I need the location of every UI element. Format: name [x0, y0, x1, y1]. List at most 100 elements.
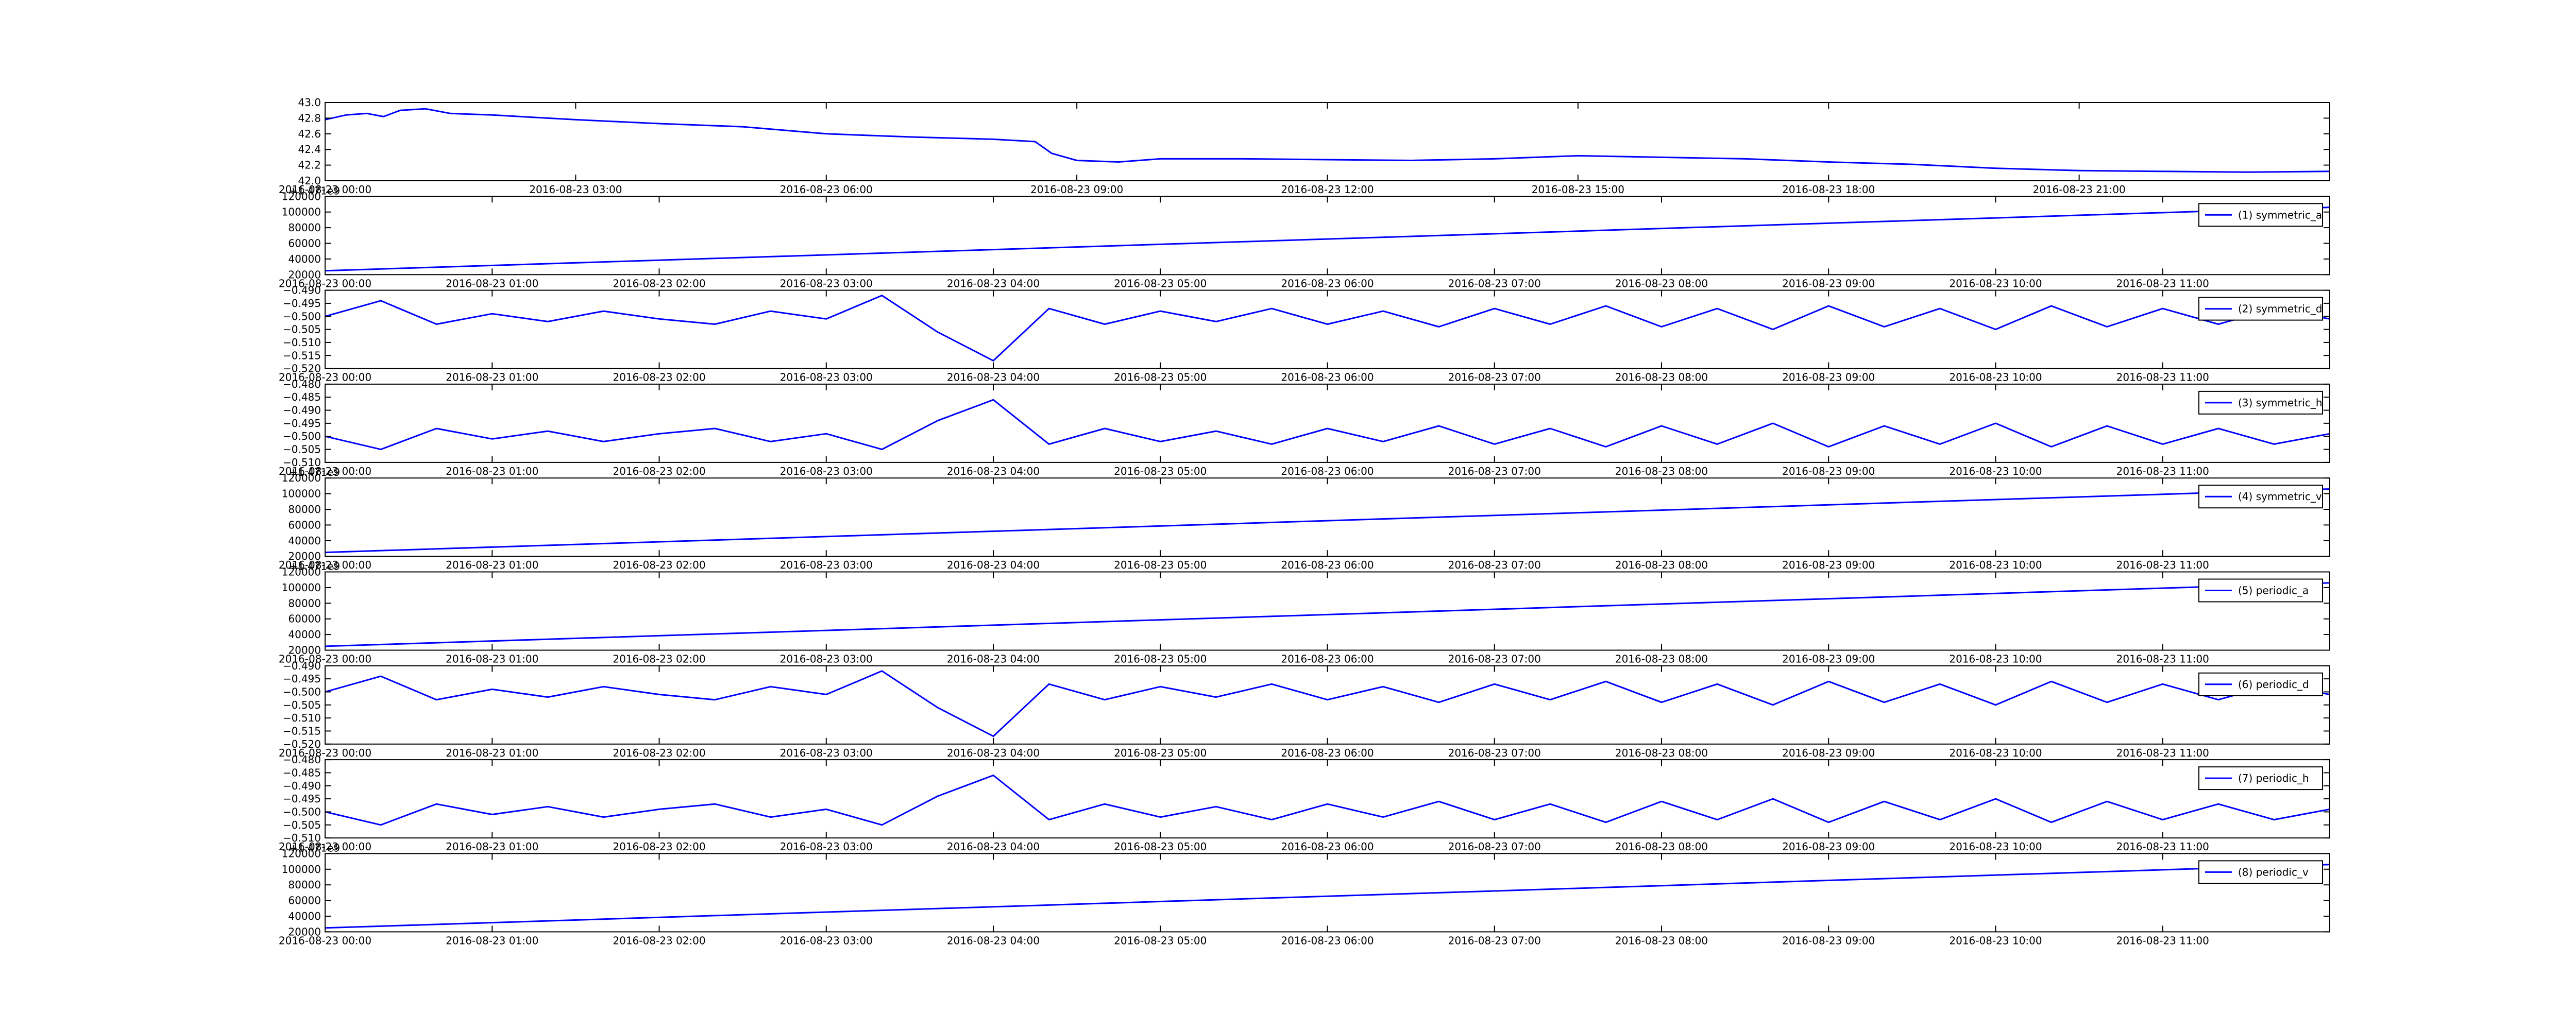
y-tick-label: −0.490 — [283, 284, 321, 297]
x-tick-label: 2016-08-23 01:00 — [446, 277, 538, 289]
x-tick-label: 2016-08-23 06:00 — [1281, 371, 1374, 384]
x-tick-label: 2016-08-23 05:00 — [1114, 371, 1207, 384]
x-tick-label: 2016-08-23 03:00 — [780, 371, 873, 384]
data-line — [325, 864, 2330, 929]
y-tick-label: −0.480 — [283, 753, 321, 766]
x-tick-label: 2016-08-23 11:00 — [2116, 840, 2209, 853]
x-tick-label: 2016-08-23 18:00 — [1782, 183, 1875, 196]
data-line — [325, 488, 2330, 554]
y-tick-label: 40000 — [288, 253, 321, 265]
x-tick-label: 2016-08-23 10:00 — [1949, 371, 2042, 384]
x-tick-label: 2016-08-23 10:00 — [1949, 934, 2042, 947]
y-tick-label: 120000 — [282, 472, 321, 484]
x-tick-label: 2016-08-23 01:00 — [446, 465, 538, 477]
x-tick-label: 2016-08-23 11:00 — [2116, 371, 2209, 384]
y-tick-label: −0.505 — [283, 699, 321, 711]
y-tick-label: 100000 — [282, 206, 321, 218]
x-tick-label: 2016-08-23 03:00 — [780, 747, 873, 759]
x-tick-label: 2016-08-23 05:00 — [1114, 934, 1207, 947]
x-tick-label: 2016-08-23 09:00 — [1782, 653, 1875, 665]
y-tick-label: 60000 — [288, 895, 321, 907]
x-tick-label: 2016-08-23 11:00 — [2116, 934, 2209, 947]
data-line — [325, 775, 2330, 826]
x-tick-label: 2016-08-23 03:00 — [780, 465, 873, 477]
x-tick-label: 2016-08-23 15:00 — [1532, 183, 1624, 196]
y-tick-label: 43.0 — [298, 96, 321, 109]
x-tick-label: 2016-08-23 00:00 — [279, 465, 371, 477]
x-tick-label: 2016-08-23 04:00 — [947, 277, 1040, 289]
x-tick-label: 2016-08-23 02:00 — [613, 277, 705, 289]
x-tick-label: 2016-08-23 00:00 — [279, 277, 371, 289]
y-tick-label: −0.490 — [283, 780, 321, 792]
x-tick-label: 2016-08-23 07:00 — [1448, 653, 1541, 665]
x-tick-label: 2016-08-23 07:00 — [1448, 747, 1541, 759]
x-tick-label: 2016-08-23 00:00 — [279, 653, 371, 665]
x-tick-label: 2016-08-23 02:00 — [613, 747, 705, 759]
x-tick-label: 2016-08-23 09:00 — [1782, 934, 1875, 947]
x-tick-label: 2016-08-23 01:00 — [446, 747, 538, 759]
x-tick-label: 2016-08-23 06:00 — [1281, 653, 1374, 665]
x-tick-label: 2016-08-23 08:00 — [1615, 747, 1708, 759]
legend-label: (8) periodic_v — [2238, 866, 2309, 878]
y-tick-label: 20000 — [288, 550, 321, 562]
x-tick-label: 2016-08-23 03:00 — [780, 559, 873, 571]
y-tick-label: 80000 — [288, 879, 321, 891]
x-tick-label: 2016-08-23 02:00 — [613, 840, 705, 853]
x-tick-label: 2016-08-23 01:00 — [446, 371, 538, 384]
x-tick-label: 2016-08-23 00:00 — [279, 559, 371, 571]
y-tick-label: −0.485 — [283, 766, 321, 779]
x-tick-label: 2016-08-23 03:00 — [780, 934, 873, 947]
x-tick-label: 2016-08-23 09:00 — [1030, 183, 1123, 196]
x-tick-label: 2016-08-23 09:00 — [1782, 371, 1875, 384]
x-tick-label: 2016-08-23 04:00 — [947, 559, 1040, 571]
x-tick-label: 2016-08-23 06:00 — [1281, 559, 1374, 571]
y-tick-label: −0.520 — [283, 363, 321, 375]
x-tick-label: 2016-08-23 05:00 — [1114, 277, 1207, 289]
x-tick-label: 2016-08-23 10:00 — [1949, 559, 2042, 571]
y-tick-label: 20000 — [288, 925, 321, 938]
legend-label: (7) periodic_h — [2238, 772, 2309, 784]
x-tick-label: 2016-08-23 08:00 — [1615, 559, 1708, 571]
y-tick-label: −0.480 — [283, 378, 321, 390]
x-tick-label: 2016-08-23 05:00 — [1114, 747, 1207, 759]
x-tick-label: 2016-08-23 02:00 — [613, 934, 705, 947]
y-tick-label: 100000 — [282, 863, 321, 876]
data-line — [325, 399, 2330, 451]
x-tick-label: 2016-08-23 09:00 — [1782, 559, 1875, 571]
x-tick-label: 2016-08-23 01:00 — [446, 840, 538, 853]
y-tick-label: −0.495 — [283, 417, 321, 430]
legend-label: (4) symmetric_v — [2238, 490, 2322, 503]
x-tick-label: 2016-08-23 12:00 — [1281, 183, 1374, 196]
x-tick-label: 2016-08-23 00:00 — [279, 934, 371, 947]
y-tick-label: 120000 — [282, 566, 321, 578]
x-tick-label: 2016-08-23 09:00 — [1782, 747, 1875, 759]
y-tick-label: 42.4 — [298, 143, 321, 156]
x-tick-label: 2016-08-23 03:00 — [780, 653, 873, 665]
offset-text: +1.471e9 — [289, 560, 340, 573]
x-tick-label: 2016-08-23 06:00 — [1281, 747, 1374, 759]
x-tick-label: 2016-08-23 11:00 — [2116, 465, 2209, 477]
y-tick-label: −0.510 — [283, 336, 321, 349]
x-tick-label: 2016-08-23 06:00 — [1281, 277, 1374, 289]
y-tick-label: 100000 — [282, 581, 321, 594]
x-tick-label: 2016-08-23 05:00 — [1114, 840, 1207, 853]
y-tick-label: 80000 — [288, 597, 321, 609]
x-tick-label: 2016-08-23 10:00 — [1949, 840, 2042, 853]
data-line — [325, 295, 2330, 362]
x-tick-label: 2016-08-23 03:00 — [780, 277, 873, 289]
y-tick-label: 60000 — [288, 519, 321, 531]
x-tick-label: 2016-08-23 04:00 — [947, 465, 1040, 477]
y-tick-label: −0.490 — [283, 404, 321, 417]
y-tick-label: −0.500 — [283, 310, 321, 322]
x-tick-label: 2016-08-23 10:00 — [1949, 277, 2042, 289]
x-tick-label: 2016-08-23 04:00 — [947, 934, 1040, 947]
y-tick-label: −0.500 — [283, 430, 321, 442]
y-tick-label: 40000 — [288, 628, 321, 641]
x-tick-label: 2016-08-23 11:00 — [2116, 653, 2209, 665]
x-tick-label: 2016-08-23 08:00 — [1615, 934, 1708, 947]
x-tick-label: 2016-08-23 07:00 — [1448, 934, 1541, 947]
offset-text: +1.471e9 — [289, 842, 340, 854]
y-tick-label: 80000 — [288, 221, 321, 234]
y-tick-label: −0.500 — [283, 805, 321, 818]
x-tick-label: 2016-08-23 07:00 — [1448, 277, 1541, 289]
